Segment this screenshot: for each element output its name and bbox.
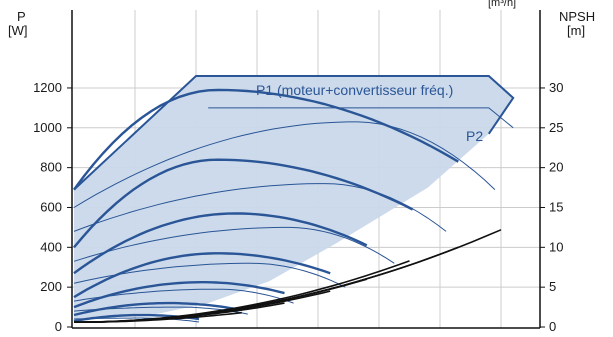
right-tick-label-1: 5 bbox=[549, 279, 556, 294]
right-tick-label-5: 25 bbox=[549, 120, 563, 135]
left-axis-title-line1: P bbox=[17, 9, 26, 24]
p2-curve-0 bbox=[73, 121, 496, 208]
right-tick-label-4: 20 bbox=[549, 160, 563, 175]
npsh-curves bbox=[73, 229, 502, 323]
left-tick-label-2: 400 bbox=[40, 239, 62, 254]
right-axis-ticks: 0 5 10 15 20 25 30 bbox=[540, 80, 563, 334]
p2-annotation: P2 bbox=[466, 128, 483, 144]
envelope-p1-boundary bbox=[73, 75, 515, 191]
p1-curve-0 bbox=[73, 88, 459, 191]
chart-axes bbox=[71, 10, 541, 329]
right-tick-label-6: 30 bbox=[549, 80, 563, 95]
envelope-fill bbox=[74, 76, 514, 319]
operating-envelope bbox=[73, 75, 515, 319]
left-tick-label-1: 200 bbox=[40, 279, 62, 294]
p1-curve-3 bbox=[73, 252, 331, 299]
npsh-curve-6 bbox=[74, 311, 242, 323]
p1-curve-1 bbox=[73, 158, 414, 249]
right-axis-title-line2: [m] bbox=[567, 23, 585, 38]
left-tick-label-4: 800 bbox=[40, 160, 62, 175]
left-axis-ticks: 0 200 400 600 800 1000 1200 bbox=[33, 80, 72, 334]
left-tick-label-5: 1000 bbox=[33, 120, 62, 135]
p1-curve-4 bbox=[73, 281, 285, 309]
p1-curve-2 bbox=[73, 212, 368, 275]
right-tick-label-0: 0 bbox=[549, 319, 556, 334]
p1-curve-5 bbox=[73, 301, 243, 317]
right-tick-label-2: 10 bbox=[549, 239, 563, 254]
top-right-unit-note: [m³/h] bbox=[488, 0, 516, 9]
p1-annotation: P1 (moteur+convertisseur fréq.) bbox=[256, 82, 453, 98]
p2-curve-2 bbox=[73, 226, 395, 264]
left-tick-label-6: 1200 bbox=[33, 80, 62, 95]
left-tick-label-3: 600 bbox=[40, 199, 62, 214]
left-axis-title-line2: [W] bbox=[8, 23, 28, 38]
envelope-p2-boundary bbox=[208, 107, 514, 129]
left-tick-label-0: 0 bbox=[55, 319, 62, 334]
right-tick-label-3: 15 bbox=[549, 199, 563, 214]
right-axis-title-line1: NPSH bbox=[559, 9, 595, 24]
